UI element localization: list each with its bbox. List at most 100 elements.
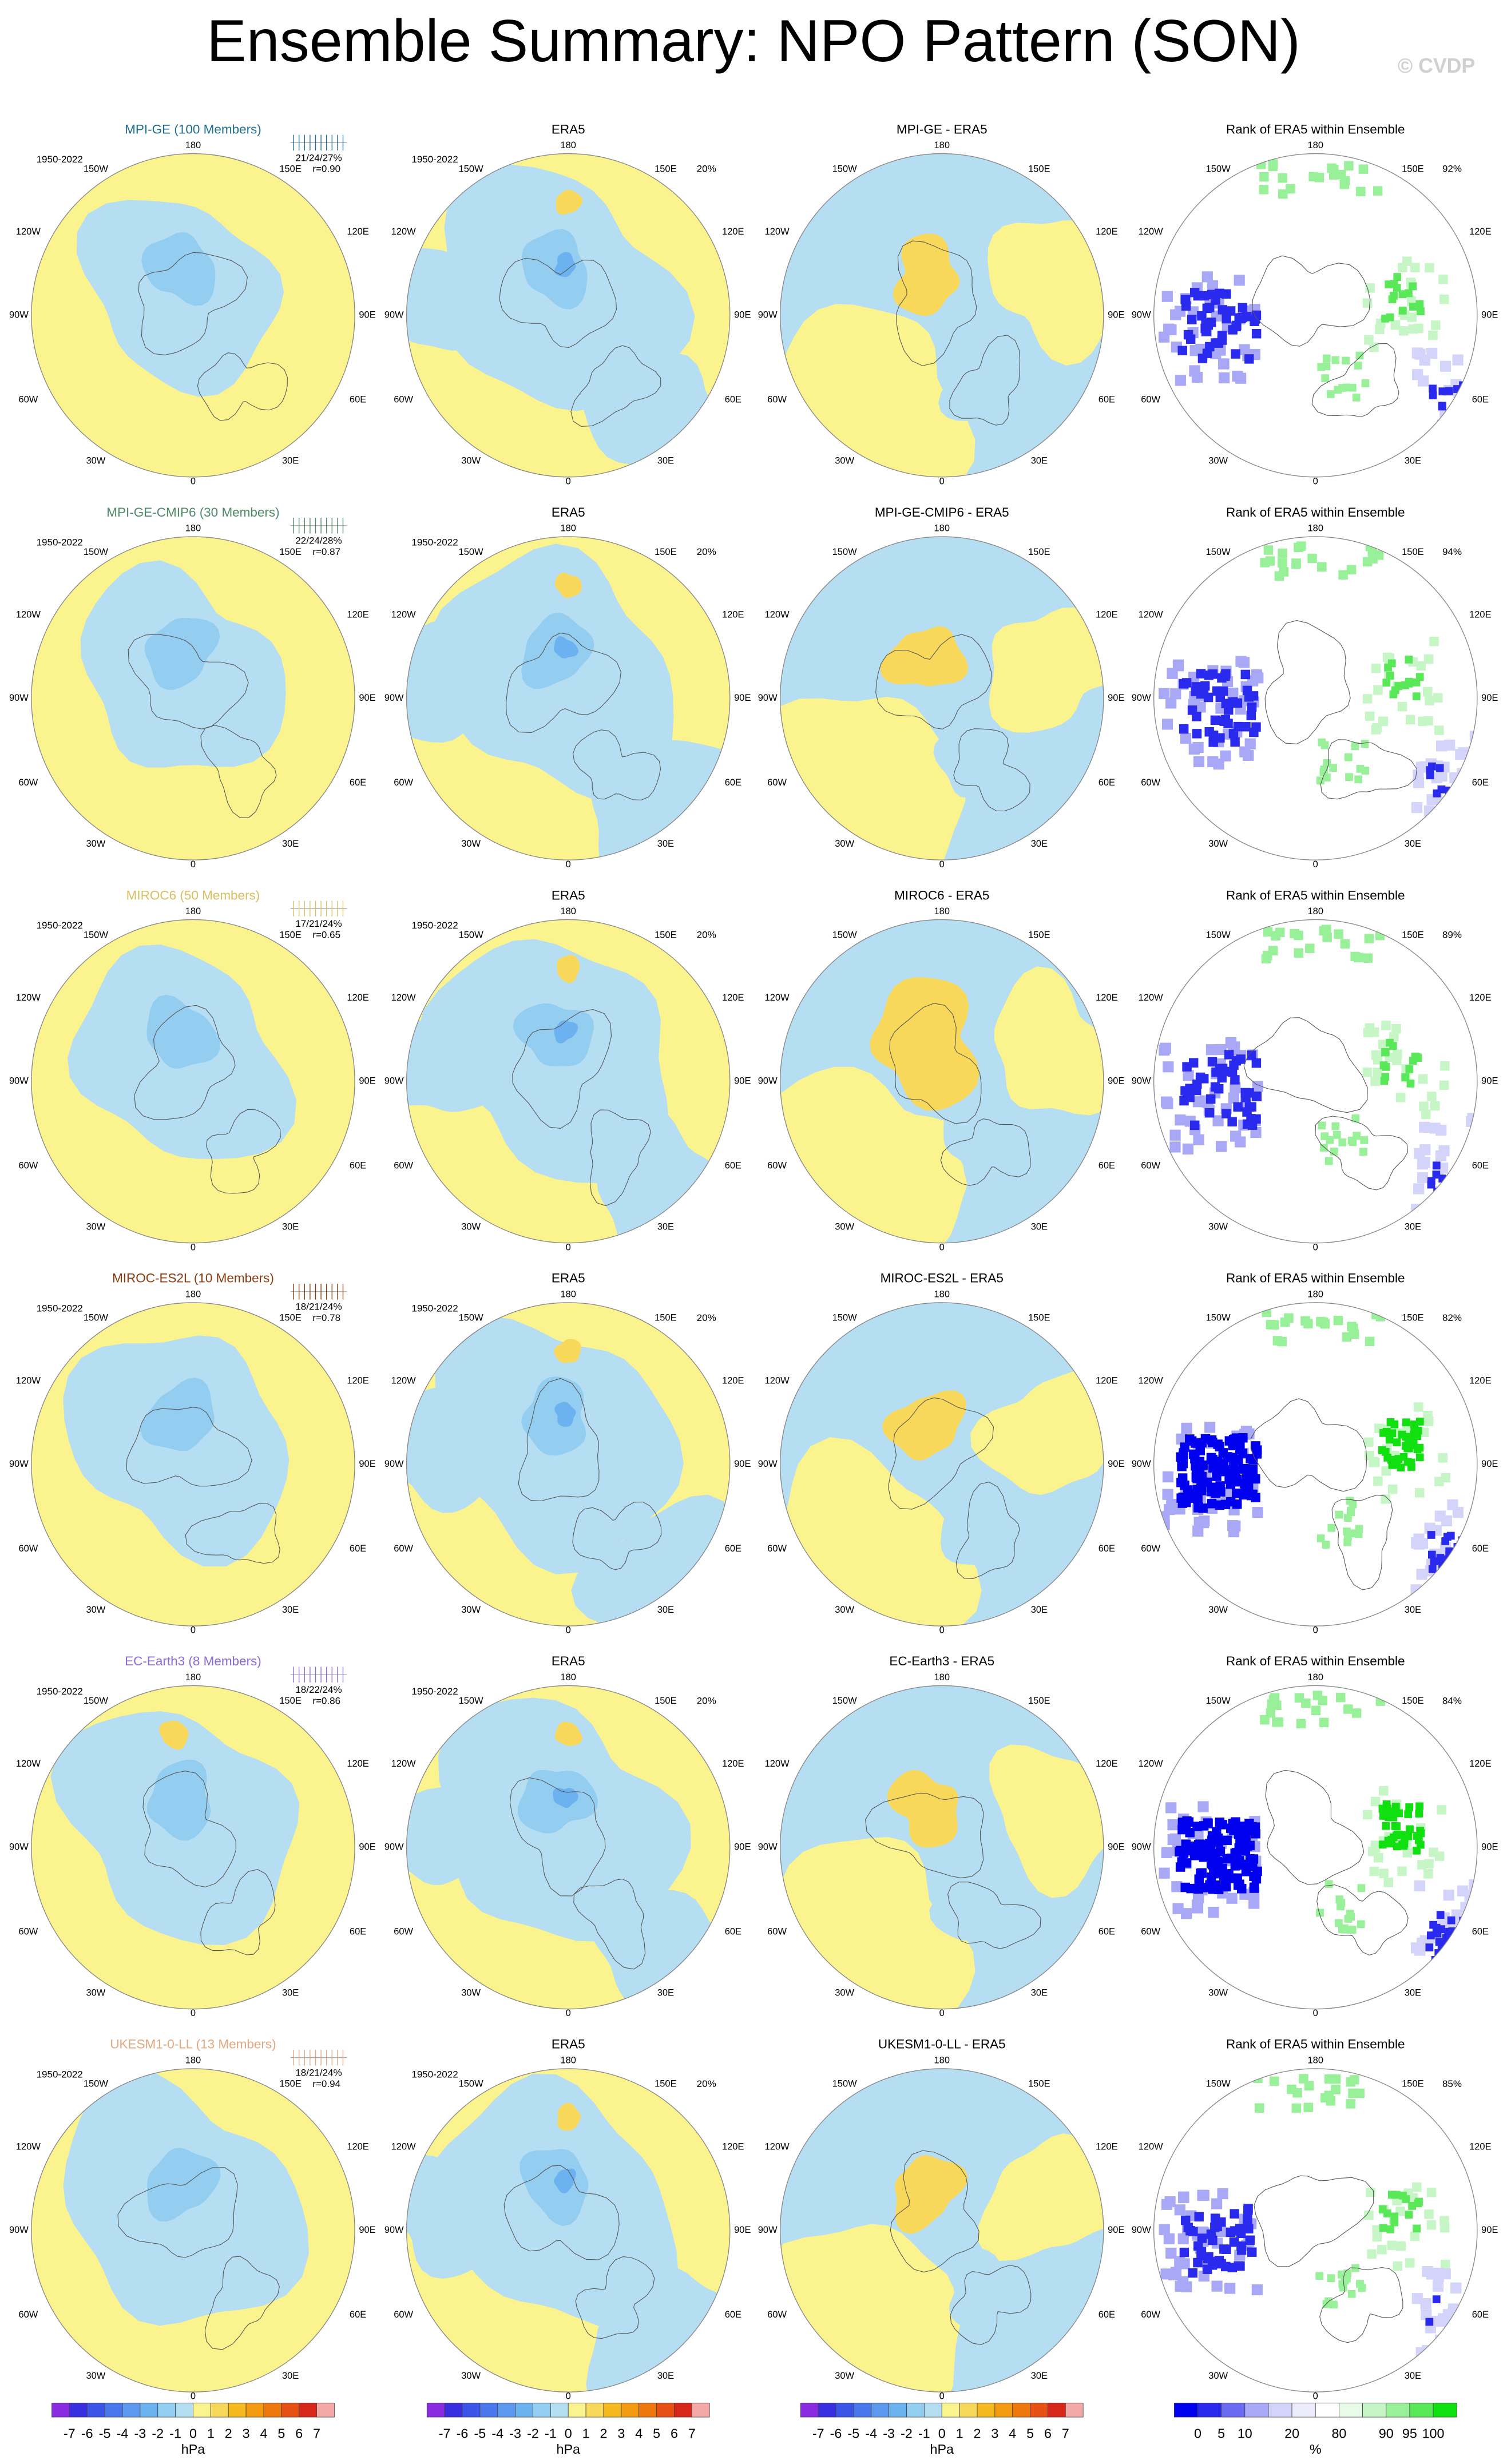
longitude-label: 60W (1141, 1544, 1160, 1554)
longitude-label: 150E (1402, 547, 1423, 557)
rank-cell (1351, 742, 1359, 751)
longitude-label: 30E (657, 1222, 674, 1232)
longitude-label: 60W (767, 395, 787, 405)
period: 1950-2022 (411, 537, 458, 547)
rank-cell (1405, 2258, 1415, 2268)
longitude-label: 120E (722, 227, 744, 237)
rank-cell (1324, 1880, 1333, 1888)
longitude-label: 0 (191, 1242, 196, 1252)
longitude-label: 120W (1139, 227, 1163, 237)
map-border (406, 2068, 731, 2392)
longitude-label: 120E (722, 1375, 744, 1386)
rank-cell (1180, 295, 1190, 304)
rank-cell (1435, 1197, 1447, 1208)
colorbar-box (818, 2402, 836, 2418)
rank-cell (1215, 1847, 1226, 1856)
colorbar-box (316, 2402, 335, 2418)
rank-cell (1438, 387, 1447, 395)
longitude-label: 90E (1481, 1076, 1498, 1086)
longitude-label: 0 (566, 2008, 571, 2018)
longitude-label: 120E (1096, 1375, 1117, 1386)
rank-cell (1393, 1438, 1401, 1447)
longitude-label: 0 (1313, 2391, 1318, 2402)
rank-cell (1342, 1332, 1352, 1342)
rank-cell (1255, 2103, 1264, 2113)
rank-cell (1196, 2251, 1206, 2261)
longitude-label: 120W (1139, 2141, 1163, 2152)
longitude-label: 60E (350, 395, 366, 405)
rank-cell (1452, 2332, 1460, 2340)
rank-cell (1443, 1195, 1454, 1206)
rank-cell (1204, 727, 1214, 737)
panel-title: Rank of ERA5 within Ensemble (1226, 2037, 1405, 2052)
rank-cell (1433, 811, 1444, 822)
longitude-label: 60E (725, 1544, 741, 1554)
colorbar-box (603, 2402, 622, 2418)
rank-cell (1344, 1514, 1352, 1522)
longitude-label: 30W (835, 456, 854, 466)
rank-cell (1345, 773, 1353, 781)
rank-cell (1217, 2188, 1228, 2200)
rank-cell (1398, 263, 1407, 273)
rank-cell (1229, 1459, 1239, 1469)
rank-cell (1241, 722, 1251, 732)
rank-cell (1439, 294, 1449, 304)
rank-cell (1463, 1535, 1472, 1544)
longitude-label: 0 (939, 2391, 945, 2402)
map-border (406, 1685, 731, 2010)
longitude-label: 30E (282, 839, 299, 849)
longitude-label: 30W (86, 1222, 105, 1232)
rank-cell (1456, 2315, 1464, 2323)
rank-cell (1362, 557, 1373, 567)
rank-cell (1179, 1096, 1189, 1106)
rank-cell (1397, 701, 1407, 712)
colorbar-box (853, 2402, 872, 2418)
rank-cell (1444, 739, 1456, 751)
rank-cell (1244, 354, 1254, 364)
longitude-label: 0 (191, 2391, 196, 2402)
negative-region (406, 1779, 502, 1886)
rank-cell (1472, 1188, 1477, 1199)
longitude-label: 150E (655, 2079, 676, 2089)
rank-cell (1470, 2297, 1477, 2308)
longitude-label: 180 (561, 2056, 576, 2066)
period: 1950-2022 (37, 154, 83, 165)
rank-cell (1213, 338, 1224, 348)
longitude-label: 30E (282, 1988, 299, 1998)
longitude-label: 180 (934, 1672, 950, 1683)
rank-cell (1215, 1043, 1227, 1056)
longitude-label: 30W (1208, 456, 1228, 466)
rank-cell (1463, 1930, 1472, 1938)
rank-cell (1235, 372, 1247, 384)
rank-cell (1391, 1023, 1401, 1034)
longitude-label: 30W (461, 839, 481, 849)
panel-title: UKESM1-0-LL - ERA5 (878, 2037, 1006, 2052)
longitude-label: 90W (758, 1076, 778, 1086)
rank-cell (1354, 775, 1363, 784)
rank-cell (1287, 2084, 1296, 2094)
rank-cell (1312, 1691, 1323, 1700)
longitude-label: 180 (934, 2056, 950, 2066)
map-border (779, 1685, 1104, 2010)
rank-cell (1296, 1719, 1306, 1729)
longitude-label: 60E (1472, 1161, 1489, 1171)
longitude-label: 120E (722, 993, 744, 1003)
positive-region (989, 607, 1104, 733)
colorbar-box (871, 2402, 890, 2418)
colorbar-label: 5 (653, 2426, 660, 2441)
colorbar-box (104, 2402, 123, 2418)
rank-cell (1367, 2249, 1377, 2259)
longitude-label: 90W (384, 2225, 404, 2235)
rank-cell (1455, 1941, 1464, 1950)
colorbar-label: -1 (545, 2426, 557, 2441)
rank-cell (1410, 263, 1420, 272)
rank-cell (1270, 1693, 1280, 1703)
rank-cell (1385, 280, 1393, 288)
coastline (947, 1882, 1041, 1949)
rank-cell (1406, 1825, 1414, 1834)
negative-region (406, 248, 511, 351)
longitude-label: 180 (1308, 2056, 1323, 2066)
rank-cell (1415, 1802, 1423, 1811)
longitude-label: 90W (758, 310, 778, 320)
rank-cell (1398, 1430, 1406, 1439)
